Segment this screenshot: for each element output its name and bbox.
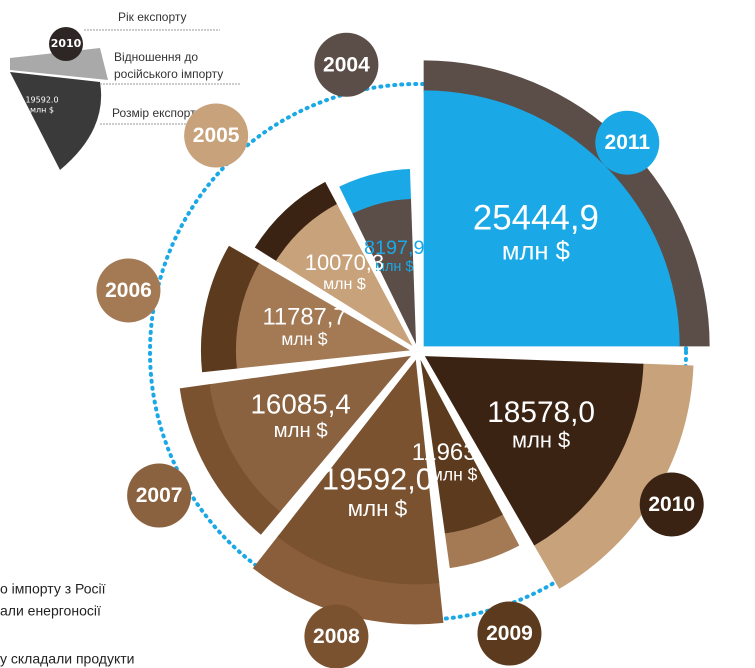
- export-sector: [352, 199, 417, 345]
- note: о імпорту з Росії: [0, 581, 106, 597]
- year-badge: [96, 258, 161, 323]
- value-label: 25444,9: [473, 198, 599, 237]
- legend-size-swatch: [10, 72, 102, 170]
- value-label: 19592,0: [322, 462, 433, 496]
- year-label: 2005: [193, 124, 240, 147]
- year-badge: [477, 601, 542, 666]
- year-badge: [314, 32, 379, 97]
- year-label: 2007: [136, 484, 183, 507]
- unit-label: млн $: [502, 237, 570, 265]
- legend-year-label: Рік експорту: [118, 10, 187, 24]
- note: али енергоносії: [0, 603, 101, 619]
- notes: о імпорту з Росії али енергоносії у скла…: [0, 581, 135, 667]
- legend-size-label: Розмір експорту: [112, 106, 202, 120]
- year-label: 2004: [323, 53, 370, 76]
- ratio-band: [254, 181, 338, 262]
- value-label: 8197,9: [364, 237, 425, 259]
- export-sector: [423, 90, 680, 347]
- unit-label: млн $: [348, 496, 408, 521]
- year-label: 2006: [105, 279, 152, 302]
- legend-year-badge: [49, 27, 83, 61]
- export-sector: [420, 359, 503, 534]
- export-sector: [424, 356, 644, 546]
- unit-label: млн $: [281, 329, 328, 349]
- ratio-band: [179, 383, 282, 535]
- legend-ratio-label: Відношення до: [114, 50, 198, 64]
- ratio-band: [200, 245, 262, 373]
- unit-label: млн $: [274, 420, 328, 442]
- legend-sample-value: 19592.0: [25, 96, 58, 105]
- year-badge: [184, 103, 249, 168]
- year-label: 2009: [486, 622, 533, 645]
- unit-label: млн $: [375, 259, 414, 275]
- legend-sample-year: 2010: [51, 37, 82, 50]
- year-label: 2008: [313, 625, 360, 648]
- unit-label: млн $: [512, 428, 570, 453]
- value-label: 10070,3: [305, 250, 384, 275]
- export-sector: [209, 355, 412, 512]
- legend-ratio-label: російського імпорту: [114, 67, 223, 81]
- ratio-band: [423, 60, 710, 347]
- unit-label: млн $: [323, 275, 366, 293]
- year-badge: [127, 463, 192, 528]
- ratio-band: [252, 535, 444, 625]
- legend-sample-unit: млн $: [30, 106, 54, 115]
- year-badge: [595, 110, 660, 175]
- value-label: 11787,7: [262, 304, 346, 331]
- export-sector: [275, 203, 413, 347]
- year-label: 2010: [648, 493, 695, 516]
- ratio-band: [339, 169, 412, 216]
- export-sector: [277, 359, 440, 585]
- export-sector: [235, 263, 411, 369]
- ratio-band: [444, 512, 520, 569]
- value-label: 16085,4: [250, 388, 350, 419]
- year-badge: [304, 604, 369, 668]
- unit-label: млн $: [431, 465, 478, 485]
- legend-ratio-swatch: [10, 48, 108, 80]
- value-label: 18578,0: [487, 396, 595, 429]
- ratio-band: [533, 363, 694, 589]
- year-label: 2011: [605, 131, 651, 154]
- note: у складали продукти: [0, 651, 135, 667]
- legend: 2010 19592.0 млн $ Рік експорту Відношен…: [10, 10, 240, 170]
- year-badge: [639, 472, 704, 537]
